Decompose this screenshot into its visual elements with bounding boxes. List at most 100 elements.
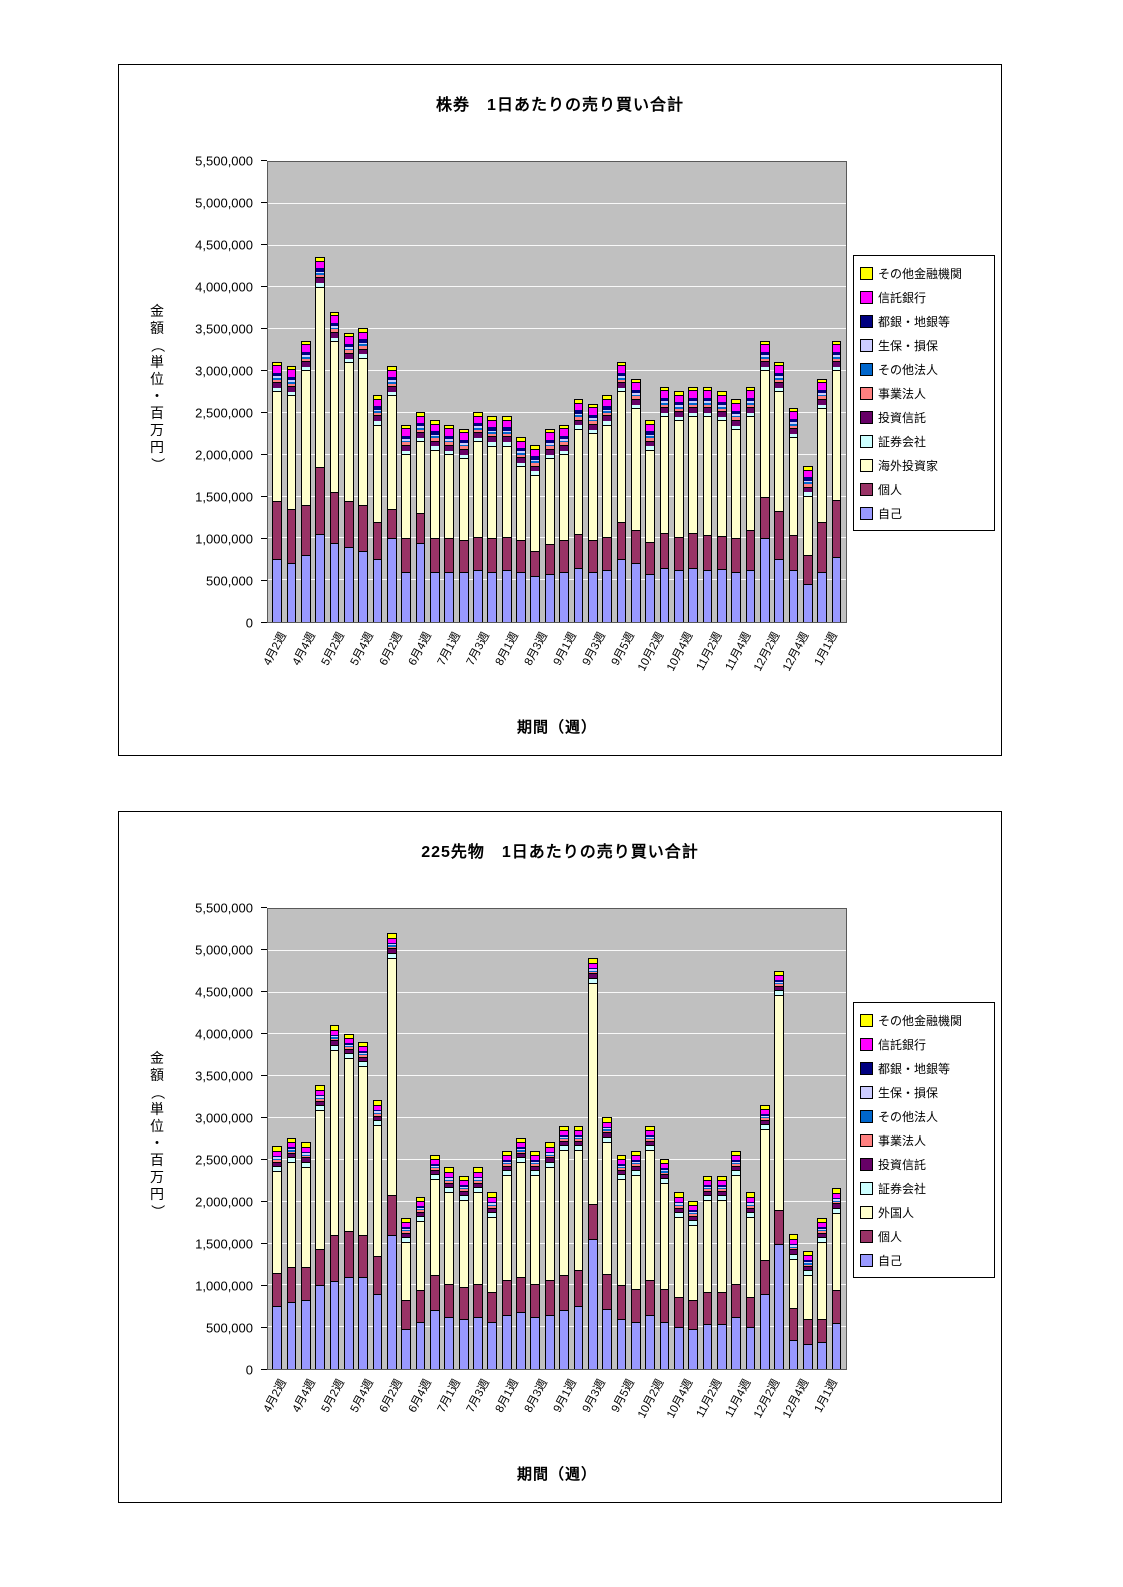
segment-自己 (488, 1322, 497, 1369)
legend-swatch (860, 290, 873, 304)
y-axis-title-char: 金 (150, 303, 164, 319)
segment-事業法人 (416, 1210, 425, 1212)
segment-証券会社 (674, 1211, 683, 1217)
segment-その他法人 (646, 436, 654, 439)
segment-都銀・地銀等 (359, 1051, 368, 1053)
segment-証券会社 (631, 1169, 640, 1175)
segment-都銀・地銀等 (760, 351, 769, 356)
segment-自己 (474, 570, 482, 622)
segment-その他金融機関 (359, 329, 368, 332)
bar-10月2週 (643, 162, 657, 622)
segment-自己 (445, 571, 454, 622)
segment-事業法人 (732, 417, 741, 420)
segment-都銀・地銀等 (301, 1151, 310, 1154)
segment-事業法人 (717, 1189, 726, 1191)
segment-その他法人 (832, 356, 841, 359)
segment-証券会社 (760, 1123, 769, 1129)
segment-都銀・地銀等 (445, 435, 454, 439)
y-axis-title-char: 百 (150, 405, 164, 421)
segment-事業法人 (545, 446, 554, 449)
segment-都銀・地銀等 (488, 1201, 497, 1204)
segment-証券会社 (517, 463, 525, 467)
segment-自己 (746, 570, 755, 622)
segment-外国人 (574, 1149, 583, 1271)
segment-その他金融機関 (488, 1193, 497, 1197)
segment-その他金融機関 (717, 1176, 726, 1181)
segment-信託銀行 (574, 402, 583, 411)
segment-個人 (660, 1288, 669, 1323)
segment-証券会社 (660, 412, 669, 417)
stacked-bar (501, 416, 512, 622)
segment-事業法人 (703, 1189, 712, 1191)
segment-都銀・地銀等 (388, 377, 396, 381)
segment-海外投資家 (502, 445, 511, 537)
segment-自己 (588, 1239, 597, 1369)
segment-自己 (416, 1322, 425, 1369)
segment-個人 (330, 1235, 339, 1282)
y-tick-mark (261, 538, 267, 539)
segment-自己 (603, 1308, 611, 1369)
segment-事業法人 (531, 463, 540, 466)
legend-swatch (860, 1061, 873, 1075)
segment-証券会社 (273, 387, 282, 392)
segment-その他金融機関 (732, 1151, 741, 1155)
y-axis-title: 金額（単位・百万円） (147, 303, 167, 473)
x-axis-title: 期間（週） (516, 719, 597, 736)
y-tick-label: 5,000,000 (195, 195, 253, 211)
segment-その他金融機関 (431, 1155, 439, 1160)
segment-事業法人 (674, 1205, 683, 1208)
segment-信託銀行 (760, 1108, 769, 1114)
segment-投資信託 (488, 1207, 497, 1212)
segment-海外投資家 (717, 420, 726, 536)
legend-swatch (860, 1037, 873, 1051)
segment-生保・損保 (631, 392, 640, 395)
segment-個人 (631, 1288, 640, 1323)
segment-その他金融機関 (301, 1143, 310, 1147)
segment-個人 (789, 1307, 798, 1340)
segment-外国人 (775, 995, 784, 1211)
bar-7月1週 (442, 909, 456, 1369)
segment-都銀・地銀等 (301, 351, 310, 356)
segment-事業法人 (804, 1264, 812, 1267)
segment-信託銀行 (789, 1238, 798, 1244)
segment-自己 (517, 571, 525, 622)
bar-5月1週 (313, 162, 327, 622)
segment-外国人 (660, 1183, 669, 1289)
bar-6月3週 (399, 909, 413, 1369)
segment-その他金融機関 (703, 387, 712, 391)
x-tick-label: 8月1週 (494, 1377, 522, 1415)
segment-自己 (531, 576, 540, 622)
segment-都銀・地銀等 (603, 1126, 611, 1129)
segment-その他法人 (660, 402, 669, 405)
segment-都銀・地銀等 (646, 1134, 654, 1137)
segment-信託銀行 (746, 1196, 755, 1202)
legend-label: 自己 (878, 1253, 903, 1268)
segment-自己 (646, 573, 654, 622)
segment-生保・損保 (732, 413, 741, 416)
segment-証券会社 (273, 1165, 282, 1171)
segment-個人 (445, 1283, 454, 1318)
segment-自己 (359, 1277, 368, 1369)
segment-個人 (545, 1279, 554, 1315)
segment-海外投資家 (402, 453, 411, 539)
segment-証券会社 (646, 446, 654, 450)
segment-その他金融機関 (531, 1151, 540, 1155)
legend-label: その他金融機関 (878, 266, 963, 281)
segment-信託銀行 (804, 1255, 812, 1261)
segment-証券会社 (674, 417, 683, 421)
legend-item-投資信託: 投資信託 (858, 405, 990, 429)
segment-その他金融機関 (746, 387, 755, 391)
segment-信託銀行 (674, 1196, 683, 1202)
bar-9月4週 (600, 162, 614, 622)
x-tick-label: 7月3週 (465, 630, 493, 668)
segment-その他法人 (674, 407, 683, 409)
stacked-bar (659, 386, 670, 622)
segment-その他法人 (531, 1162, 540, 1165)
segment-その他金融機関 (531, 446, 540, 449)
segment-投資信託 (832, 361, 841, 367)
bar-8月4週 (543, 909, 557, 1369)
bar-8月2週 (514, 909, 528, 1369)
segment-事業法人 (660, 404, 669, 408)
segment-その他法人 (804, 1263, 812, 1265)
segment-証券会社 (330, 337, 339, 342)
